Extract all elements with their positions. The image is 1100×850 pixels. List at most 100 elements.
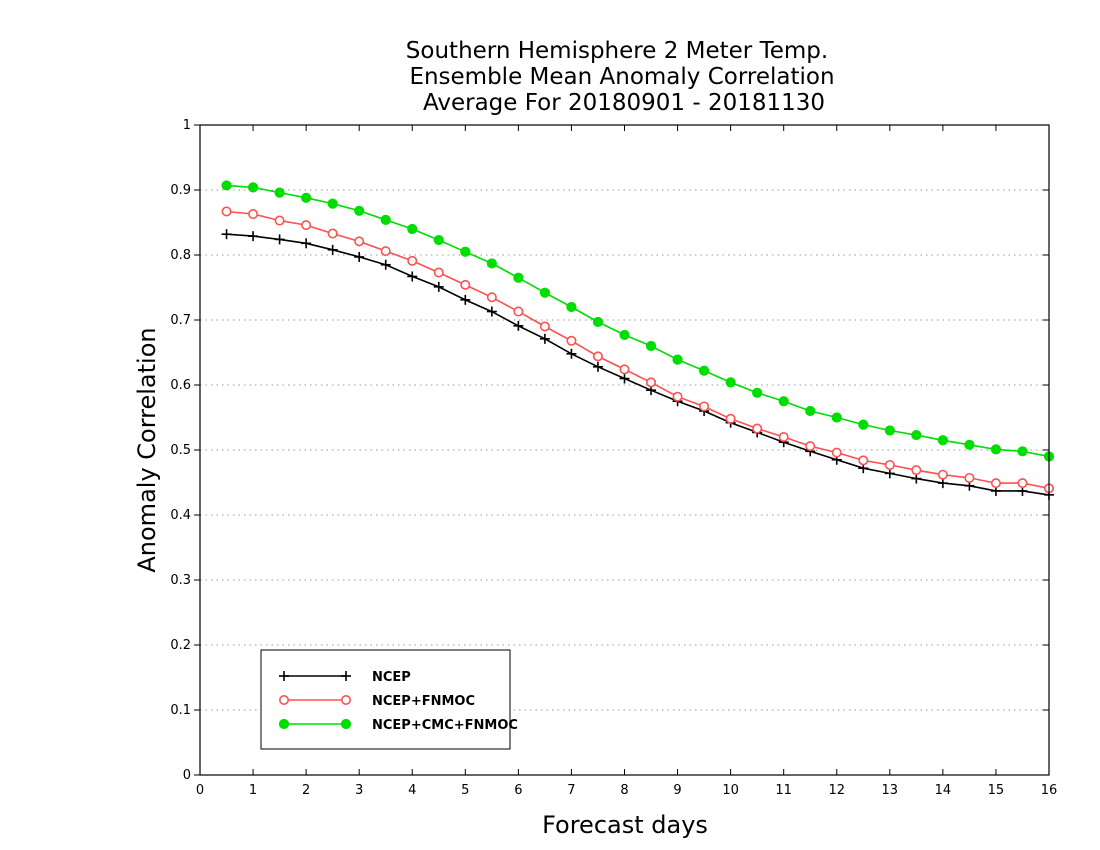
- x-tick-label: 10: [722, 783, 739, 798]
- data-point-ncep-cmc-fnmoc: [831, 412, 842, 423]
- title-line-1: Southern Hemisphere 2 Meter Temp.: [406, 38, 828, 64]
- data-point-ncep: [301, 238, 312, 249]
- x-tick-label: 3: [355, 783, 363, 798]
- data-point-ncep-fnmoc: [619, 364, 630, 375]
- data-point-ncep-fnmoc: [937, 469, 948, 480]
- data-point-ncep-fnmoc: [831, 447, 842, 458]
- data-point-ncep-cmc-fnmoc: [433, 234, 444, 246]
- chart-title: Southern Hemisphere 2 Meter Temp. Ensemb…: [406, 38, 835, 116]
- series-line-ncep: [226, 233, 1050, 496]
- y-tick-label: 0.6: [170, 378, 191, 393]
- y-tick-label: 0.3: [170, 573, 191, 588]
- data-point-ncep-cmc-fnmoc: [566, 301, 577, 313]
- data-point-ncep: [460, 294, 471, 305]
- x-tick-label: 16: [1041, 783, 1058, 798]
- data-point-ncep-cmc-fnmoc: [858, 419, 869, 430]
- data-point-ncep-fnmoc: [221, 206, 232, 217]
- data-point-ncep-fnmoc: [646, 377, 657, 388]
- data-point-ncep-cmc-fnmoc: [619, 329, 630, 341]
- data-point-ncep: [274, 234, 285, 245]
- data-point-ncep-fnmoc: [248, 209, 259, 220]
- y-tick-label: 0.7: [170, 313, 191, 328]
- data-point-ncep-fnmoc: [805, 441, 816, 452]
- data-point-ncep: [513, 320, 524, 331]
- data-point-ncep-cmc-fnmoc: [672, 354, 683, 365]
- x-tick-label: 13: [882, 783, 899, 798]
- y-tick-label: 0.9: [170, 183, 191, 198]
- data-point-ncep-fnmoc: [1017, 478, 1028, 489]
- y-tick-labels: 0 0.1 0.2 0.3 0.4 0.5 0.6 0.7 0.8 0.9 1: [170, 118, 191, 783]
- data-point-ncep: [407, 271, 418, 282]
- x-tick-label: 1: [249, 783, 257, 798]
- grid-lines: [200, 189, 1049, 711]
- y-tick-label: 0.5: [170, 443, 191, 458]
- x-tick-label: 15: [988, 783, 1005, 798]
- data-point-ncep-cmc-fnmoc: [698, 365, 710, 376]
- x-tick-labels: 0 1 2 3 4 5 6 7 8 9 10 11 12 13 14 15 16: [196, 783, 1057, 798]
- legend-item-ncep-fnmoc: NCEP+FNMOC: [278, 694, 475, 709]
- data-point-ncep-cmc-fnmoc: [725, 377, 736, 388]
- data-point-ncep-fnmoc: [566, 335, 577, 346]
- data-point-ncep-fnmoc: [964, 472, 975, 483]
- data-point-ncep-fnmoc: [752, 423, 763, 434]
- x-tick-label: 11: [775, 783, 792, 798]
- data-point-ncep-cmc-fnmoc: [354, 205, 365, 216]
- data-point-ncep-fnmoc: [884, 459, 895, 470]
- y-tick-label: 1: [183, 118, 191, 133]
- data-point-ncep-fnmoc: [407, 255, 418, 266]
- legend-label: NCEP: [372, 670, 411, 685]
- data-point-ncep-cmc-fnmoc: [407, 223, 418, 235]
- data-point-ncep: [884, 468, 895, 479]
- data-point-ncep: [248, 231, 259, 242]
- x-tick-label: 0: [196, 783, 204, 798]
- legend-marker: [278, 718, 290, 730]
- x-tick-label: 9: [673, 783, 681, 798]
- data-point-ncep: [911, 473, 922, 484]
- data-point-ncep-cmc-fnmoc: [937, 435, 948, 446]
- series-ncep-cmc-fnmoc: [221, 180, 1055, 462]
- data-point-ncep: [619, 373, 630, 384]
- data-point-ncep-cmc-fnmoc: [380, 214, 391, 225]
- data-point-ncep: [937, 478, 948, 489]
- data-point-ncep-cmc-fnmoc: [539, 287, 551, 298]
- legend-item-ncep: NCEP: [279, 670, 411, 685]
- y-tick-label: 0.1: [170, 703, 191, 718]
- data-point-ncep-cmc-fnmoc: [221, 180, 232, 191]
- data-point-ncep-cmc-fnmoc: [911, 429, 922, 441]
- legend-marker: [278, 694, 289, 705]
- legend-marker: [279, 671, 289, 681]
- data-point-ncep-cmc-fnmoc: [486, 258, 497, 269]
- plot-frame: [199, 124, 1050, 776]
- x-tick-label: 5: [461, 783, 469, 798]
- y-tick-label: 0.8: [170, 248, 191, 263]
- legend-item-ncep-cmc-fnmoc: NCEP+CMC+FNMOC: [278, 718, 518, 733]
- x-tick-label: 6: [514, 783, 522, 798]
- legend-label: NCEP+CMC+FNMOC: [372, 718, 518, 733]
- data-point-ncep-cmc-fnmoc: [460, 246, 471, 257]
- data-point-ncep-fnmoc: [592, 351, 603, 362]
- title-line-2: Ensemble Mean Anomaly Correlation: [409, 64, 834, 90]
- legend-marker: [340, 694, 351, 705]
- y-tick-label: 0: [183, 768, 191, 783]
- data-point-ncep-fnmoc: [858, 455, 869, 466]
- data-point-ncep-cmc-fnmoc: [327, 198, 338, 209]
- data-point-ncep-fnmoc: [354, 236, 365, 247]
- x-axis-label: Forecast days: [542, 811, 708, 839]
- data-point-ncep-fnmoc: [911, 465, 922, 476]
- data-point-ncep-cmc-fnmoc: [592, 316, 604, 328]
- data-point-ncep-fnmoc: [274, 215, 285, 226]
- x-tick-label: 7: [567, 783, 575, 798]
- legend-marker: [340, 718, 352, 730]
- legend-marker: [341, 671, 351, 681]
- data-point-ncep: [354, 251, 365, 262]
- x-tick-label: 4: [408, 783, 416, 798]
- legend: NCEP NCEP+FNMOC NCEP+CMC+FNMOC: [260, 649, 518, 750]
- data-point-ncep-fnmoc: [778, 431, 789, 442]
- series-layer: [221, 180, 1055, 500]
- legend-label: NCEP+FNMOC: [372, 694, 475, 709]
- data-point-ncep-cmc-fnmoc: [752, 387, 763, 398]
- data-point-ncep-fnmoc: [672, 391, 683, 402]
- x-tick-label: 8: [620, 783, 628, 798]
- data-point-ncep: [566, 348, 577, 359]
